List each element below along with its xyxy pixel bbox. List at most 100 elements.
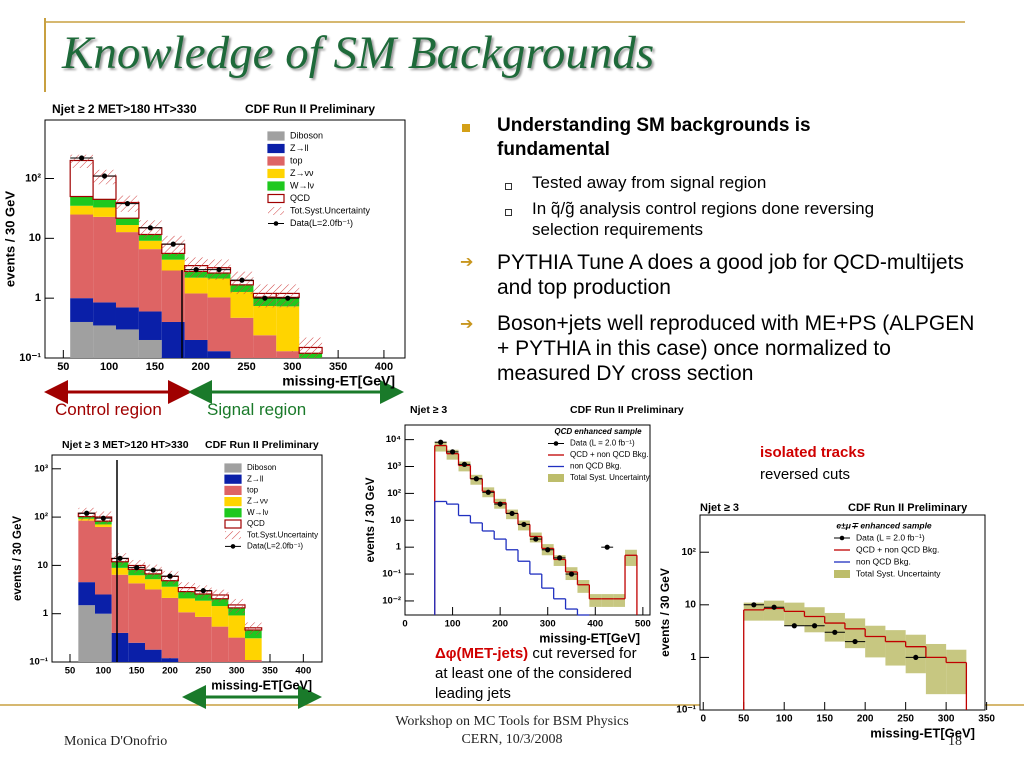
stack-bar — [128, 583, 145, 643]
plot-header: Njet ≥ 3 — [410, 404, 447, 416]
y-axis-label: events / 30 GeV — [12, 516, 24, 601]
bullet: PYTHIA Tune A does a good job for QCD-mu… — [497, 251, 964, 299]
data-point — [124, 201, 131, 207]
data-point — [200, 588, 206, 594]
x-tick-label: 200 — [162, 666, 178, 677]
x-tick-label: 250 — [897, 714, 914, 725]
uncertainty-band — [230, 271, 254, 295]
legend-label: non QCD Bkg. — [856, 556, 911, 566]
uncertainty-band — [625, 549, 637, 566]
legend-swatch — [267, 156, 285, 166]
uncertainty-band — [905, 634, 926, 674]
legend-label: W→lν — [247, 508, 268, 517]
x-tick-label: 350 — [329, 361, 347, 373]
legend-swatch — [839, 535, 845, 541]
plot-experiment: CDF Run II Preliminary — [245, 102, 375, 116]
stack-bar — [111, 632, 129, 662]
uncertainty-band — [178, 582, 195, 595]
data-point — [557, 555, 563, 561]
stack-bar — [78, 605, 95, 662]
legend-swatch — [268, 207, 284, 215]
uncertainty-band — [434, 441, 447, 452]
y-tick-label: 10⁴ — [386, 434, 402, 445]
y-tick-label: 10³ — [34, 463, 48, 474]
plot-experiment: CDF Run II Preliminary — [205, 439, 319, 451]
stack-bar — [161, 253, 185, 260]
stack-bar — [111, 567, 129, 575]
uncertainty-band — [613, 594, 626, 607]
stack-bar — [115, 232, 139, 308]
stack-bar — [115, 218, 139, 226]
x-tick-label: 50 — [57, 361, 69, 373]
uncertainty-band — [577, 580, 590, 593]
y-tick-label: 1 — [43, 608, 49, 619]
data-point — [101, 173, 108, 179]
data-point — [438, 439, 444, 445]
stack-bar — [95, 524, 112, 527]
stack-bar — [161, 321, 185, 358]
y-tick-label: 10⁻² — [382, 595, 401, 606]
x-tick-label: 0 — [700, 714, 706, 725]
x-axis-label: missing-ET[GeV] — [539, 631, 640, 645]
bullet-marker: ➔ — [460, 254, 474, 271]
stack-bar — [70, 205, 94, 215]
x-tick-label: 100 — [445, 619, 461, 630]
x-tick-label: 350 — [262, 666, 278, 677]
data-point — [193, 267, 199, 273]
stack-bar — [207, 351, 231, 358]
uncertainty-band — [245, 622, 262, 636]
figures: Njet ≥ 2 MET>180 HT>330 CDF Run II Prelim… — [2, 102, 995, 740]
data-point — [771, 604, 777, 610]
x-tick-label: 50 — [65, 666, 76, 677]
uncertainty-band — [601, 594, 614, 607]
legend-swatch — [224, 485, 242, 495]
legend-title: e±μ∓ enhanced sample — [836, 520, 932, 530]
stack-bar — [93, 302, 116, 326]
data-point — [473, 476, 479, 482]
data-point — [262, 295, 268, 301]
footer-date: CERN, 10/3/2008 — [461, 732, 563, 747]
data-point — [449, 449, 456, 455]
data-point — [509, 510, 515, 517]
y-axis-label: events / 30 GeV — [2, 191, 17, 287]
legend-swatch — [553, 441, 559, 446]
stack-bar — [78, 520, 95, 583]
y-axis-label: events / 30 GeV — [365, 477, 377, 562]
annotation: Δφ(MET-jets) cut reversed for at least o… — [435, 644, 650, 704]
legend-label: Total Syst. Uncertainty — [570, 473, 650, 482]
stack-bar — [78, 582, 95, 606]
uncertainty-band — [743, 602, 764, 621]
x-tick-label: 200 — [857, 714, 874, 725]
plot-header: Njet ≥ 2 MET>180 HT>330 — [52, 102, 197, 116]
footer-author: Monica D'Onofrio — [64, 734, 168, 749]
uncertainty-band — [925, 643, 947, 695]
data-point — [117, 555, 123, 561]
data-point — [604, 544, 610, 550]
legend-swatch — [225, 531, 241, 540]
legend-swatch — [224, 474, 242, 484]
uncertainty-band — [946, 649, 967, 695]
uncertainty-band — [885, 630, 906, 666]
annotation: Control region — [55, 400, 162, 419]
y-tick-label: 10⁻¹ — [382, 569, 401, 580]
data-point — [751, 602, 757, 608]
stack-bar — [178, 591, 195, 599]
sub-bullet-marker — [505, 183, 512, 190]
stack-bar — [115, 329, 139, 358]
stack-bar — [115, 225, 139, 233]
data-point — [461, 461, 468, 467]
x-tick-label: 50 — [738, 714, 750, 725]
stack-bar — [184, 277, 208, 294]
y-tick-label: 10⁻¹ — [676, 705, 696, 716]
y-tick-label: 10³ — [387, 461, 401, 472]
legend-swatch — [267, 181, 285, 191]
x-tick-label: 400 — [587, 619, 603, 630]
bullet: Understanding SM backgrounds is fundamen… — [497, 115, 811, 160]
stack-bar — [138, 311, 162, 340]
stack-bar — [161, 259, 185, 271]
stack-bar — [95, 613, 112, 662]
stack-bar — [70, 214, 94, 299]
footer-page: 18 — [948, 734, 962, 749]
legend-swatch — [224, 497, 242, 507]
